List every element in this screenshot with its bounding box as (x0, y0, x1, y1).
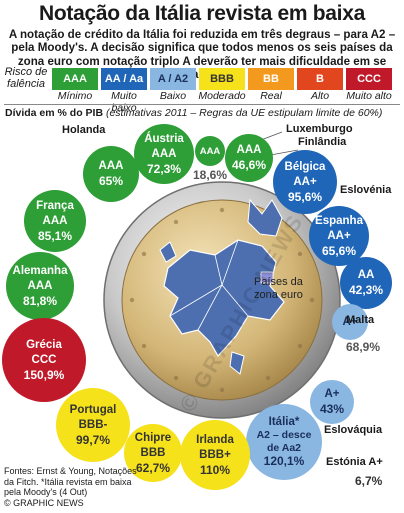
pct-finlandia: 46,6% (231, 158, 267, 172)
label-eslovenia: Eslovénia (340, 184, 392, 196)
pct-holanda: 65% (98, 174, 124, 188)
name-chipre: Chipre (134, 431, 172, 444)
bubble-finlandia: AAA 46,6% (225, 134, 273, 182)
pct-eslovenia: 42,3% (348, 283, 384, 297)
rating-holanda: AAA (98, 160, 124, 172)
name-portugal: Portugal (69, 403, 117, 416)
rating-eslovenia: AA (357, 269, 375, 281)
pct-espanha: 65,6% (321, 243, 357, 258)
pct-austria: 72,3% (146, 161, 182, 176)
label-finlandia: Finlândia (298, 136, 347, 148)
pct-franca: 85,1% (37, 228, 73, 243)
sources-text: Fontes: Ernst & Young, Notações da Fitch… (4, 466, 137, 497)
pct-eslovaquia: 43% (319, 402, 345, 416)
bubble-chipre: Chipre BBB 62,7% (124, 424, 182, 482)
rating-eslovaquia: A+ (324, 388, 340, 400)
rating-belgica: AA+ (293, 175, 317, 188)
bubble-austria: Áustria AAA 72,3% (134, 124, 194, 184)
legend-desc-real: Real (260, 90, 282, 102)
bubble-grecia: Grécia CCC 150,9% (2, 318, 86, 402)
legend-aa: AA / Aa (101, 68, 147, 90)
bubble-luxemburgo: AAA (195, 136, 225, 166)
name-belgica: Bélgica (284, 160, 326, 173)
rating-estonia: A+ (368, 456, 383, 468)
name-alemanha: Alemanha (12, 264, 68, 277)
bubble-eslovenia: AA 42,3% (340, 257, 392, 309)
bubble-alemanha: Alemanha AAA 81,8% (6, 252, 74, 320)
legend-a: A / A2 (150, 68, 196, 90)
bubble-irlanda: Irlanda BBB+ 110% (180, 420, 250, 490)
name-estonia: Estónia (326, 456, 366, 468)
divider (4, 104, 400, 105)
rating-malta: A+ (342, 315, 358, 328)
pct-belgica: 95,6% (287, 189, 323, 204)
rating-espanha: AA+ (327, 229, 351, 242)
pct-estonia: 6,7% (355, 474, 383, 488)
legend-ccc: CCC (346, 68, 392, 90)
name-irlanda: Irlanda (196, 433, 234, 446)
intro-text: A notação de crédito da Itália foi reduz… (8, 28, 396, 81)
rating-austria: AAA (151, 147, 177, 160)
legend-b: B (297, 68, 343, 90)
coin-label-line1: Países da (254, 276, 303, 288)
bubble-eslovaquia: A+ 43% (310, 380, 354, 424)
legend-desc-baixo: Baixo (159, 90, 187, 102)
legend-desc-muito-alto: Muito alto (346, 90, 392, 102)
rating-grecia: CCC (31, 353, 57, 366)
bubble-espanha: Espanha AA+ 65,6% (309, 206, 369, 266)
debt-heading: Dívida em % do PIB (estimativas 2011 – R… (5, 107, 382, 119)
name-austria: Áustria (144, 132, 184, 145)
bubble-belgica: Bélgica AA+ 95,6% (273, 150, 337, 214)
bubble-franca: França AAA 85,1% (24, 190, 86, 252)
legend-aaa: AAA (52, 68, 98, 90)
debt-title: Dívida em % do PIB (5, 107, 104, 119)
pct-portugal: 99,7% (75, 432, 111, 447)
name-italia: Itália* (268, 416, 300, 428)
name-grecia: Grécia (26, 338, 62, 351)
credit: © GRAPHIC NEWS (4, 497, 84, 508)
page-title: Notação da Itália revista em baixa (39, 2, 365, 25)
name-franca: França (36, 199, 74, 212)
rating-portugal: BBB- (78, 418, 108, 431)
bubble-malta: A+ (332, 304, 368, 340)
coin-label-line2: zona euro (254, 289, 303, 301)
label-eslovaquia: Eslováquia (324, 424, 383, 436)
bubble-holanda: AAA 65% (83, 146, 139, 202)
label-malta: Malta (346, 314, 375, 326)
pct-malta: 68,9% (346, 340, 381, 354)
legend-desc-minimo: Mínimo (57, 90, 93, 102)
pct-irlanda: 110% (199, 462, 231, 477)
rating-irlanda: BBB+ (199, 448, 231, 461)
legend-bb: BB (248, 68, 294, 90)
name-espanha: Espanha (315, 214, 363, 227)
rating-chipre: BBB (140, 446, 166, 459)
rating-luxemburgo: AAA (199, 145, 221, 157)
rating-finlandia: AAA (236, 144, 262, 156)
label-holanda: Holanda (62, 124, 106, 136)
pct-alemanha: 81,8% (22, 293, 58, 308)
legend-desc-muito-baixo: Muito baixo (111, 90, 137, 114)
legend-label: Risco de falência (4, 66, 48, 90)
label-estonia: Estónia A+ (326, 456, 383, 468)
pct-italia: 120,1% (263, 454, 305, 468)
rating-italia: A2 – desce de Aa2 (256, 429, 312, 454)
pct-grecia: 150,9% (23, 367, 65, 382)
legend-bbb: BBB (199, 68, 245, 90)
debt-note: (estimativas 2011 – Regras da UE estipul… (105, 107, 383, 119)
pct-luxemburgo: 18,6% (193, 168, 228, 182)
bubble-italia: Itália* A2 – desce de Aa2 120,1% (246, 404, 322, 480)
coin-label: Países da zona euro (254, 276, 303, 302)
rating-alemanha: AAA (27, 279, 53, 292)
sources: Fontes: Ernst & Young, Notações da Fitch… (4, 466, 144, 508)
pct-chipre: 62,7% (135, 460, 171, 475)
legend-desc-moderado: Moderado (198, 90, 246, 102)
rating-franca: AAA (42, 214, 68, 227)
bubble-portugal: Portugal BBB- 99,7% (56, 388, 130, 462)
legend-desc-alto: Alto (310, 90, 330, 102)
label-luxemburgo: Luxemburgo (286, 123, 353, 135)
